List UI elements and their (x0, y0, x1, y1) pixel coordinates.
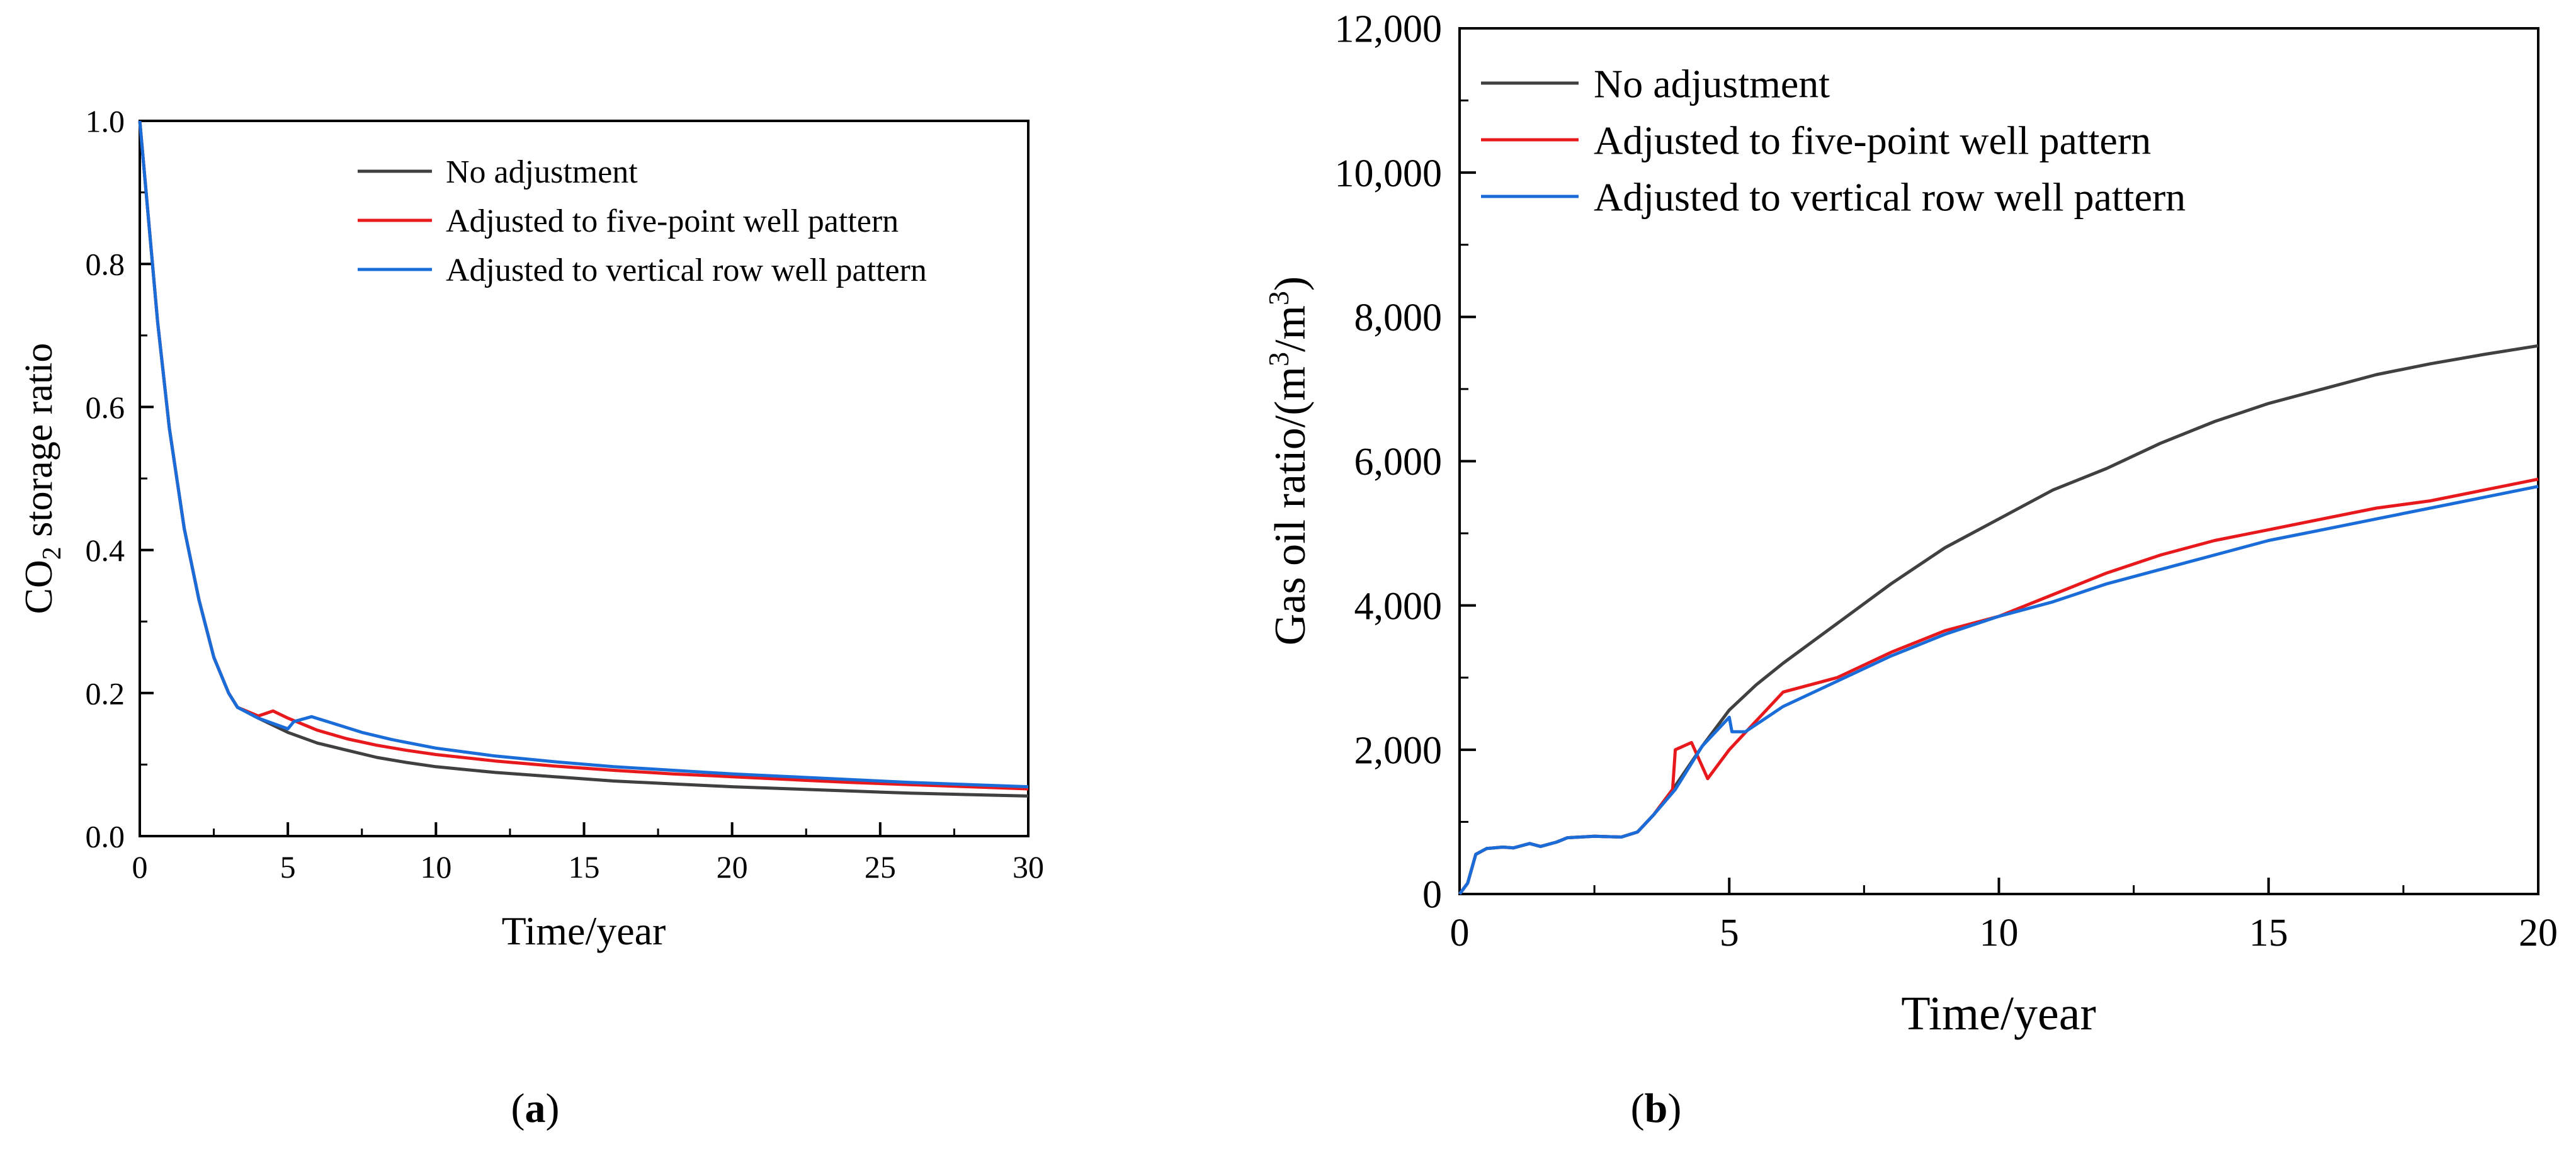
panel-a-y-axis-title-subscript: 2 (38, 546, 67, 560)
panel-b-y-axis-title-main: Gas oil ratio/(m (1266, 366, 1315, 645)
panel-a-x-tick-label: 10 (420, 849, 451, 885)
panel-a-y-tick-label: 1.0 (86, 104, 125, 139)
panel-a-legend: No adjustment Adjusted to five-point well… (358, 154, 927, 288)
panel-a-y-axis-title: CO2 storage ratio (18, 343, 67, 614)
panel-b-y-tick-label: 4,000 (1354, 585, 1443, 628)
panel-b-x-tick-label: 0 (1450, 912, 1470, 954)
panel-a-label: (a) (511, 1085, 560, 1131)
panel-a-legend-label-3: Adjusted to vertical row well pattern (446, 252, 927, 288)
panel-a-label-letter: a (525, 1085, 546, 1131)
panel-a-ticks: 0 5 10 15 20 25 30 0.0 0.2 0.4 0.6 0.8 1.0 (86, 104, 1045, 885)
panel-b-series-line-1 (1458, 344, 2539, 895)
panel-b-y-axis-title-sup1: 3 (1262, 352, 1295, 366)
panel-a-y-tick-label: 0.4 (86, 533, 125, 568)
panel-b-legend-label-1: No adjustment (1594, 61, 1830, 106)
panel-b-y-tick-label: 0 (1422, 874, 1442, 917)
panel-b-y-axis-title-end: ) (1266, 276, 1315, 291)
panel-b-y-tick-label: 12,000 (1335, 8, 1443, 51)
panel-a-y-axis-title-main: CO (18, 560, 60, 614)
panel-b-y-axis-title: Gas oil ratio/(m3/m3) (1262, 276, 1315, 645)
panel-b-y-tick-label: 6,000 (1354, 441, 1443, 484)
panel-a-y-tick-label: 0.6 (86, 390, 125, 425)
panel-b-legend-label-3: Adjusted to vertical row well pattern (1594, 174, 2186, 219)
panel-a-x-tick-label: 15 (569, 849, 600, 885)
panel-a-x-tick-label: 30 (1013, 849, 1044, 885)
panel-a-x-tick-label: 0 (132, 849, 148, 885)
panel-b-label-open: ( (1631, 1085, 1645, 1131)
panel-b-x-tick-label: 20 (2519, 912, 2558, 954)
panel-a-series-line-3 (138, 120, 1029, 789)
panel-b-x-axis-title: Time/year (1901, 987, 2096, 1040)
panel-a-x-tick-label: 20 (717, 849, 748, 885)
panel-a-y-tick-label: 0.2 (86, 676, 125, 711)
panel-b-y-axis-title-sup2: 3 (1262, 291, 1295, 305)
panel-a-x-axis-title: Time/year (502, 908, 666, 953)
panel-a-label-open: ( (511, 1085, 525, 1131)
panel-b-y-axis-title-mid: /m (1266, 305, 1315, 352)
panel-b-x-tick-label: 5 (1720, 912, 1739, 954)
panel-b-y-tick-label: 2,000 (1354, 730, 1443, 773)
panel-a-series (138, 120, 1029, 798)
panel-b-y-tick-label: 8,000 (1354, 297, 1443, 339)
panel-b-y-tick-label: 10,000 (1335, 152, 1443, 195)
panel-a-y-tick-label: 0.8 (86, 247, 125, 282)
panel-b-series (1458, 344, 2539, 895)
panel-b-ticks: 0 5 10 15 20 0 2,000 4,000 6,000 8,000 10,000 12,00… (1335, 8, 2558, 954)
panel-a-legend-label-1: No adjustment (446, 154, 638, 190)
panel-a-x-tick-label: 5 (280, 849, 296, 885)
panel-a-legend-label-2: Adjusted to five-point well pattern (446, 203, 899, 239)
panel-a-y-axis-title-rest: storage ratio (18, 343, 60, 547)
panel-b-x-tick-label: 15 (2249, 912, 2288, 954)
panel-b-x-tick-label: 10 (1980, 912, 2019, 954)
panel-b-series-line-3 (1458, 485, 2539, 895)
panel-a-label-close: ) (546, 1085, 560, 1131)
panel-a-y-tick-label: 0.0 (86, 819, 125, 854)
panel-b-legend-label-2: Adjusted to five-point well pattern (1594, 118, 2151, 162)
panel-a: 0 5 10 15 20 25 30 0.0 0.2 0.4 0.6 0.8 1.0 No adjust… (18, 104, 1044, 1132)
panel-b-label-letter: b (1645, 1085, 1668, 1131)
panel-b-label-close: ) (1667, 1085, 1681, 1131)
panel-a-x-tick-label: 25 (865, 849, 896, 885)
panel-b: 0 5 10 15 20 0 2,000 4,000 6,000 8,000 10,000 12,00… (1262, 8, 2558, 1131)
panel-b-series-line-2 (1458, 477, 2539, 895)
panel-b-label: (b) (1631, 1085, 1682, 1131)
panel-b-legend: No adjustment Adjusted to five-point well… (1481, 61, 2186, 219)
